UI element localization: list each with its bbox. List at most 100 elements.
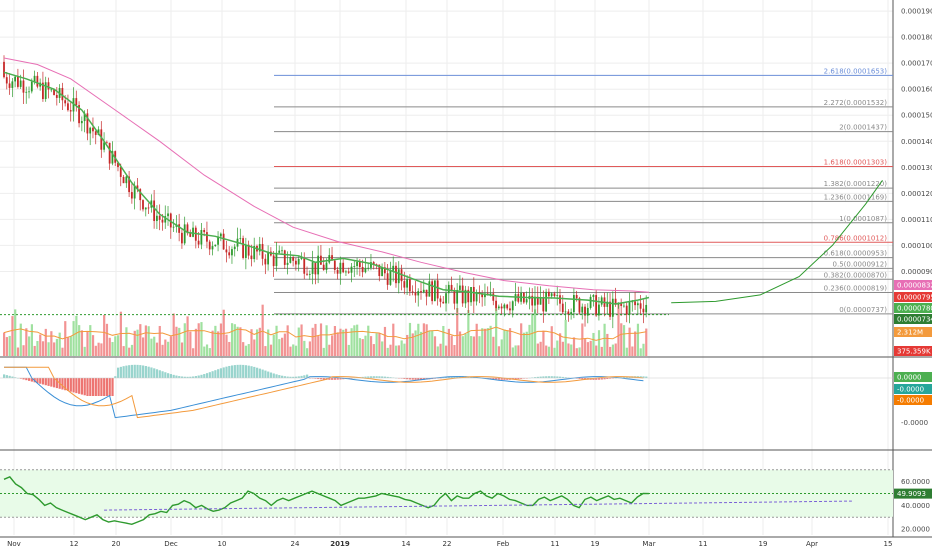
candle-body [609, 301, 611, 317]
candle-body [97, 129, 100, 135]
volume-bar [169, 336, 172, 356]
candle-body [320, 255, 322, 265]
candle-body [481, 293, 484, 298]
y-tick-label: 0.0000900 [901, 268, 932, 276]
candle-body [364, 268, 367, 273]
macd-histogram-bar [236, 364, 239, 378]
candle-body [322, 264, 325, 271]
volume-tag-bg [894, 346, 932, 356]
volume-bar [44, 328, 47, 356]
volume-bar [511, 347, 514, 356]
fib-label: 0.618(0.0000953) [824, 250, 888, 258]
candle-body [547, 291, 550, 297]
fib-label: 1(0.0001087) [839, 215, 887, 223]
macd-histogram-bar [500, 378, 503, 380]
volume-bar [514, 345, 517, 356]
x-tick-label: Mar [642, 540, 655, 548]
macd-histogram-bar [289, 376, 292, 378]
candle-body [278, 250, 281, 253]
candle-body [30, 81, 33, 92]
volume-bar [547, 346, 551, 356]
candle-body [50, 89, 53, 91]
volume-bar [311, 327, 314, 356]
macd-histogram-bar [520, 378, 523, 379]
macd-histogram-bar [47, 378, 50, 386]
candle-body [559, 295, 561, 304]
volume-bar [397, 345, 400, 356]
volume-bar [553, 347, 556, 356]
macd-histogram-bar [258, 368, 261, 378]
candle-body [589, 296, 592, 308]
x-tick-label: 22 [443, 540, 452, 548]
candle-body [333, 260, 336, 270]
volume-bar [475, 323, 478, 356]
candle-body [136, 185, 139, 190]
candle-body [403, 281, 406, 288]
macd-histogram-bar [172, 374, 175, 378]
volume-bar [175, 326, 178, 356]
candle-body [192, 227, 194, 237]
macd-histogram-bar [417, 378, 420, 380]
candle-body [517, 294, 520, 302]
macd-histogram-bar [66, 378, 70, 391]
candle-body [33, 75, 36, 82]
volume-bar [570, 344, 573, 356]
candle-body [525, 299, 528, 303]
volume-bar [153, 336, 156, 356]
volume-bar [400, 340, 403, 356]
macd-histogram-bar [622, 376, 626, 378]
volume-bar [178, 327, 181, 356]
candle-body [158, 215, 161, 220]
volume-bar [328, 344, 331, 356]
macd-histogram-bar [97, 378, 100, 396]
candle-body [228, 252, 231, 256]
volume-bar [606, 333, 609, 356]
volume-bar [428, 330, 431, 356]
volume-bar [425, 324, 428, 356]
macd-histogram-bar [269, 372, 273, 378]
volume-bar [192, 348, 195, 356]
volume-bar [297, 327, 300, 356]
candle-body [139, 189, 142, 201]
macd-histogram-bar [497, 378, 501, 380]
candle-body [64, 100, 67, 104]
macd-histogram-bar [155, 369, 159, 378]
candle-body [231, 249, 233, 256]
y-tick-label: 0.0001700 [901, 60, 932, 68]
candle-body [420, 291, 422, 293]
volume-bar [155, 342, 159, 356]
candle-body [372, 262, 375, 265]
candle-body [22, 80, 25, 93]
candle-body [500, 306, 503, 309]
x-tick-label: 15 [884, 540, 893, 548]
volume-bar [8, 335, 11, 356]
volume-bar [203, 346, 206, 356]
volume-bar [269, 344, 273, 356]
candle-body [53, 89, 55, 95]
candle-body [570, 312, 573, 315]
volume-bar [472, 336, 476, 356]
volume-panel [3, 304, 648, 356]
volume-bar [375, 333, 378, 356]
macd-histogram-bar [14, 377, 17, 378]
macd-histogram-bar [386, 376, 389, 378]
candle-body [208, 241, 211, 250]
volume-bar [317, 336, 320, 356]
price-tag-bg [894, 314, 932, 324]
macd-histogram-bar [25, 378, 28, 381]
candle-body [317, 255, 320, 275]
volume-bar [592, 332, 595, 356]
macd-histogram-bar [147, 366, 150, 378]
volume-bar [383, 326, 387, 356]
candle-body [447, 284, 450, 294]
volume-bar [433, 336, 437, 356]
y-tick-label: 0.0001600 [901, 86, 932, 94]
volume-bar [394, 345, 398, 356]
candle-body [539, 297, 542, 305]
candle-body [181, 232, 183, 244]
macd-histogram-bar [133, 364, 136, 378]
candle-body [325, 262, 328, 271]
candle-body [92, 127, 94, 132]
candle-body [353, 266, 356, 267]
